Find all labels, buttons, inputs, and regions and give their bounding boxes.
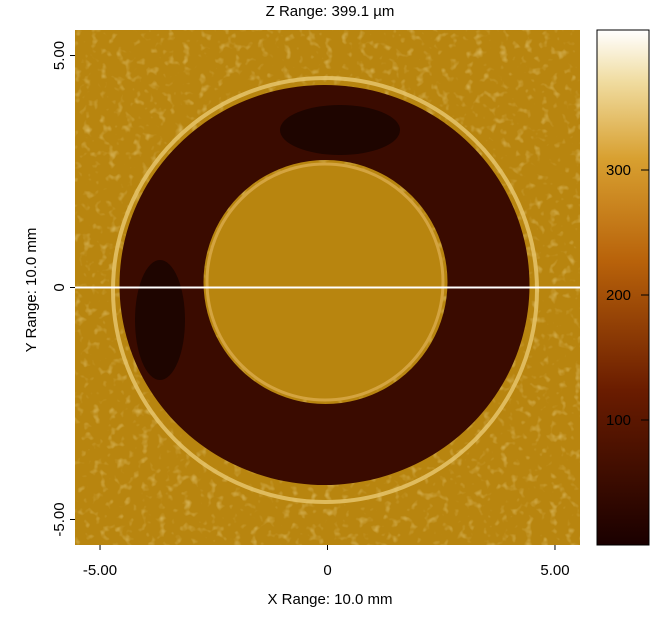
y-tick-label: 0 [51, 283, 68, 291]
x-tick-label: 5.00 [540, 562, 569, 579]
chart-title: Z Range: 399.1 µm [266, 3, 395, 20]
x-tick-label: 0 [323, 562, 331, 579]
y-tick-label: -5.00 [51, 502, 68, 536]
y-axis-label: Y Range: 10.0 mm [23, 228, 40, 353]
colorbar-tick-label: 300 [606, 162, 631, 179]
y-tick-label: 5.00 [51, 41, 68, 70]
colorbar-tick-label: 200 [606, 287, 631, 304]
x-tick-label: -5.00 [83, 562, 117, 579]
x-axis-label: X Range: 10.0 mm [267, 591, 392, 608]
colorbar [596, 29, 650, 546]
colorbar-tick-label: 100 [606, 412, 631, 429]
